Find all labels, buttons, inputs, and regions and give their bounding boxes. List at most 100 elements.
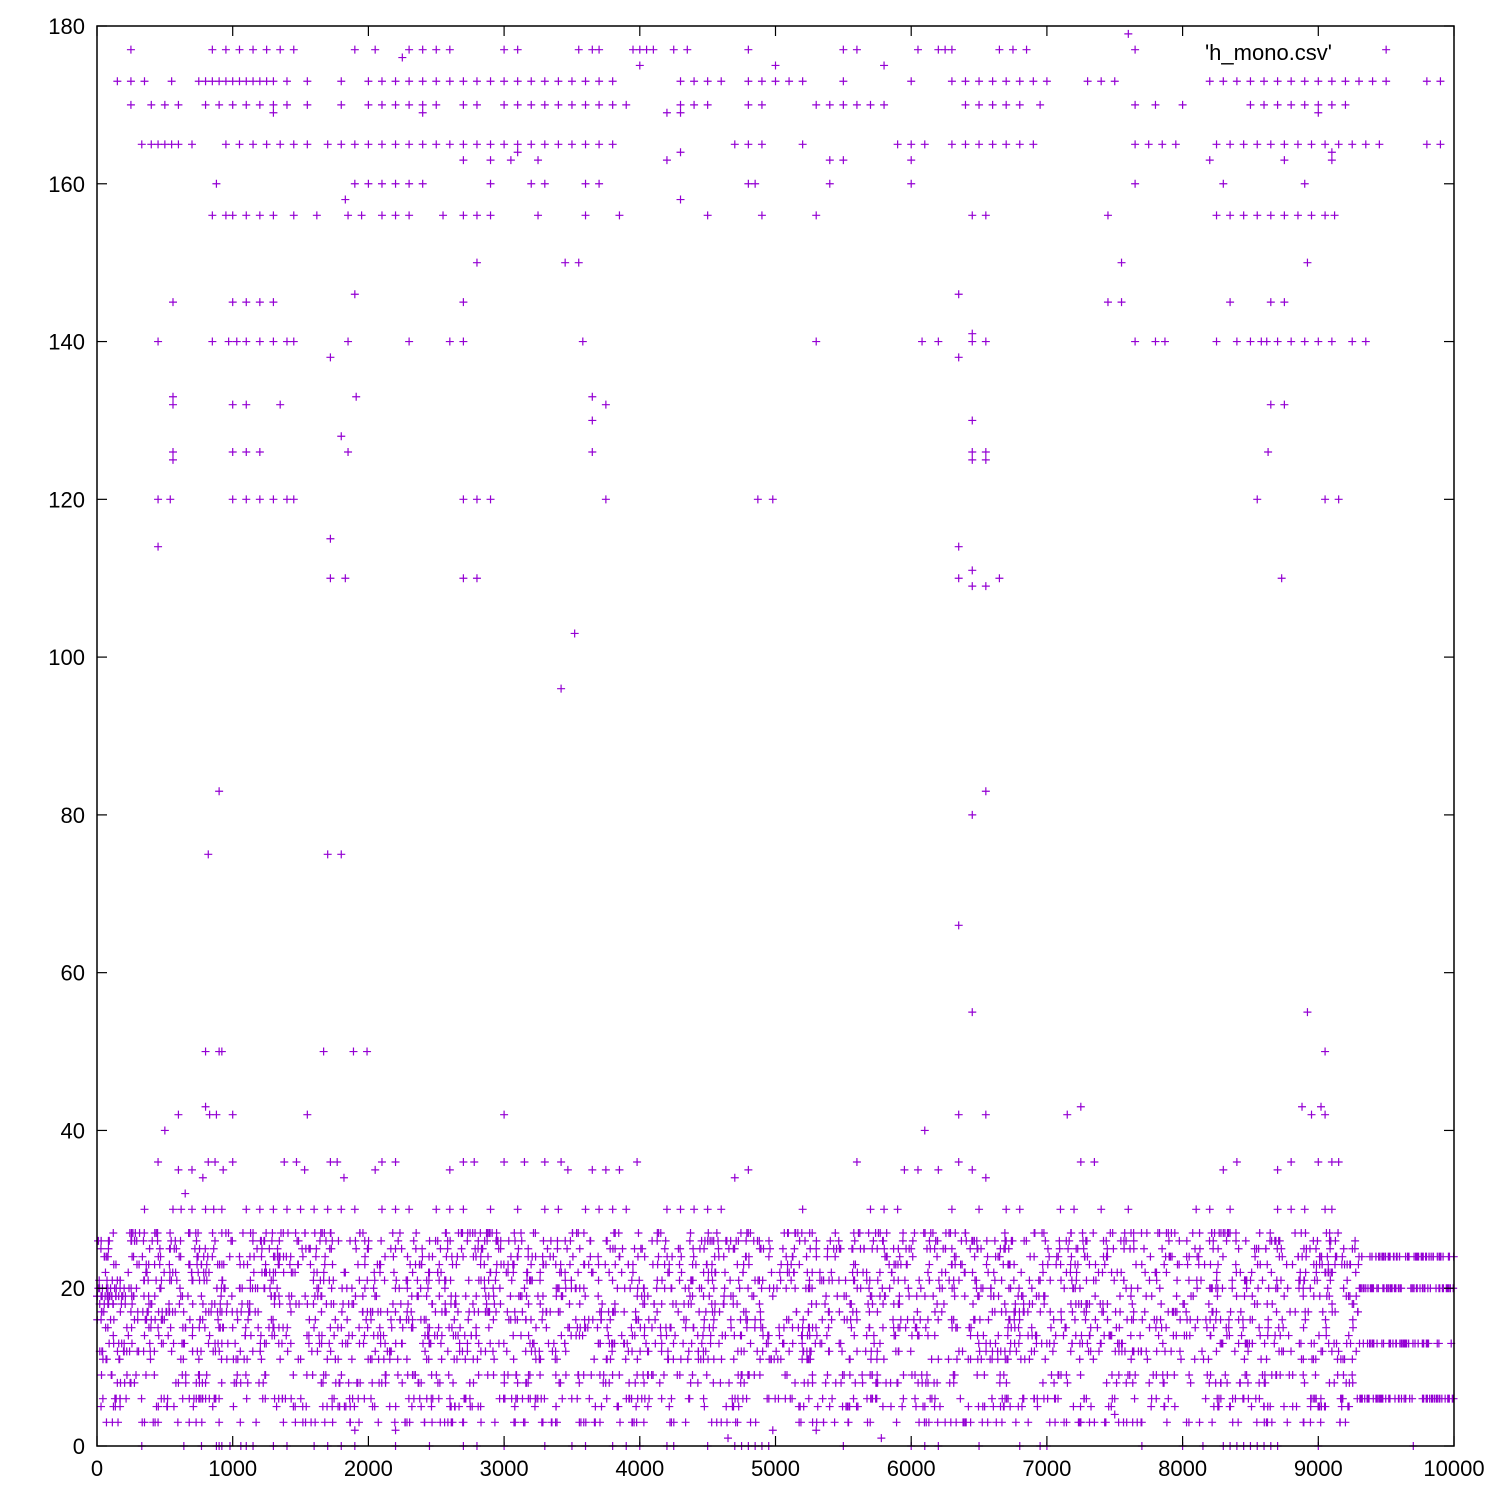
scatter-point <box>581 211 590 220</box>
scatter-point <box>1300 77 1309 86</box>
y-tick-label: 160 <box>48 172 85 197</box>
scatter-point <box>961 140 970 149</box>
scatter-point <box>506 156 515 165</box>
scatter-point <box>289 45 298 54</box>
scatter-point <box>201 100 210 109</box>
scatter-point <box>703 1205 712 1214</box>
scatter-point <box>690 1205 699 1214</box>
scatter-point <box>744 179 753 188</box>
scatter-point <box>470 1158 479 1166</box>
scatter-point <box>418 100 427 109</box>
scatter-point <box>534 211 543 220</box>
scatter-point <box>608 140 617 149</box>
scatter-point <box>205 1110 214 1119</box>
scatter-point <box>1205 77 1214 86</box>
scatter-point <box>1273 100 1282 109</box>
scatter-point <box>1303 258 1312 267</box>
scatter-point <box>341 195 350 204</box>
scatter-point <box>1314 100 1323 109</box>
scatter-point <box>581 1205 590 1214</box>
scatter-point <box>418 45 427 54</box>
scatter-point <box>326 534 335 543</box>
scatter-point <box>377 179 386 188</box>
scatter-point <box>282 100 291 109</box>
scatter-point <box>174 140 183 149</box>
scatter-point <box>615 1165 624 1174</box>
scatter-point <box>554 140 563 149</box>
scatter-point <box>209 1205 218 1214</box>
scatter-point <box>649 45 658 54</box>
scatter-point <box>282 77 291 86</box>
y-tick-label: 140 <box>48 330 85 355</box>
scatter-point <box>212 1110 221 1119</box>
scatter-point <box>303 1110 312 1119</box>
scatter-point <box>968 448 977 456</box>
scatter-point <box>187 1165 196 1174</box>
scatter-point <box>608 1205 617 1214</box>
scatter-point <box>1103 211 1112 220</box>
scatter-point <box>757 211 766 220</box>
scatter-point <box>995 45 1004 54</box>
scatter-point <box>344 448 353 456</box>
scatter-point <box>567 77 576 86</box>
scatter-point <box>174 1165 183 1174</box>
x-tick-label: 3000 <box>480 1456 529 1481</box>
scatter-point <box>432 100 441 109</box>
scatter-point <box>262 77 271 86</box>
scatter-point <box>472 574 481 583</box>
scatter-point <box>981 448 990 456</box>
scatter-point <box>350 140 359 149</box>
scatter-point <box>364 179 373 188</box>
scatter-point <box>1266 140 1275 149</box>
scatter-point <box>269 495 278 504</box>
scatter-point <box>168 1205 177 1214</box>
scatter-point <box>1314 337 1323 346</box>
scatter-point <box>1015 140 1024 149</box>
scatter-point <box>326 353 335 362</box>
scatter-point <box>1341 77 1350 86</box>
scatter-point <box>459 337 468 346</box>
y-tick-label: 80 <box>61 803 85 828</box>
scatter-point <box>350 1205 359 1214</box>
scatter-point <box>520 1158 529 1166</box>
scatter-point <box>954 542 963 551</box>
scatter-point <box>581 77 590 86</box>
scatter-point <box>269 108 278 117</box>
scatter-point <box>947 77 956 86</box>
scatter-point <box>154 140 163 149</box>
scatter-point <box>961 100 970 109</box>
scatter-point <box>337 432 346 441</box>
scatter-point <box>1015 1205 1024 1214</box>
scatter-point <box>595 1205 604 1214</box>
scatter-point <box>839 77 848 86</box>
scatter-point <box>1436 77 1445 86</box>
scatter-point <box>785 77 794 86</box>
scatter-point <box>744 45 753 54</box>
scatter-point <box>391 179 400 188</box>
scatter-point <box>918 337 927 346</box>
scatter-point <box>825 179 834 188</box>
scatter-point <box>1382 77 1391 86</box>
scatter-point <box>1171 140 1180 149</box>
scatter-point <box>768 495 777 504</box>
scatter-point <box>228 495 237 504</box>
scatter-point <box>364 77 373 86</box>
scatter-point <box>981 1110 990 1119</box>
scatter-point <box>140 1205 149 1214</box>
scatter-point <box>968 211 977 220</box>
scatter-point <box>1246 77 1255 86</box>
scatter-point <box>242 298 251 307</box>
scatter-point <box>208 211 217 220</box>
scatter-point <box>289 495 298 504</box>
scatter-point <box>757 77 766 86</box>
scatter-point <box>217 1047 226 1056</box>
scatter-point <box>1260 100 1269 109</box>
scatter-point <box>154 1323 163 1332</box>
scatter-point <box>249 45 258 54</box>
scatter-point <box>513 148 522 157</box>
scatter-point <box>1015 100 1024 109</box>
scatter-point <box>676 1205 685 1214</box>
scatter-point <box>1327 148 1336 157</box>
scatter-point <box>459 495 468 504</box>
scatter-point <box>513 140 522 149</box>
